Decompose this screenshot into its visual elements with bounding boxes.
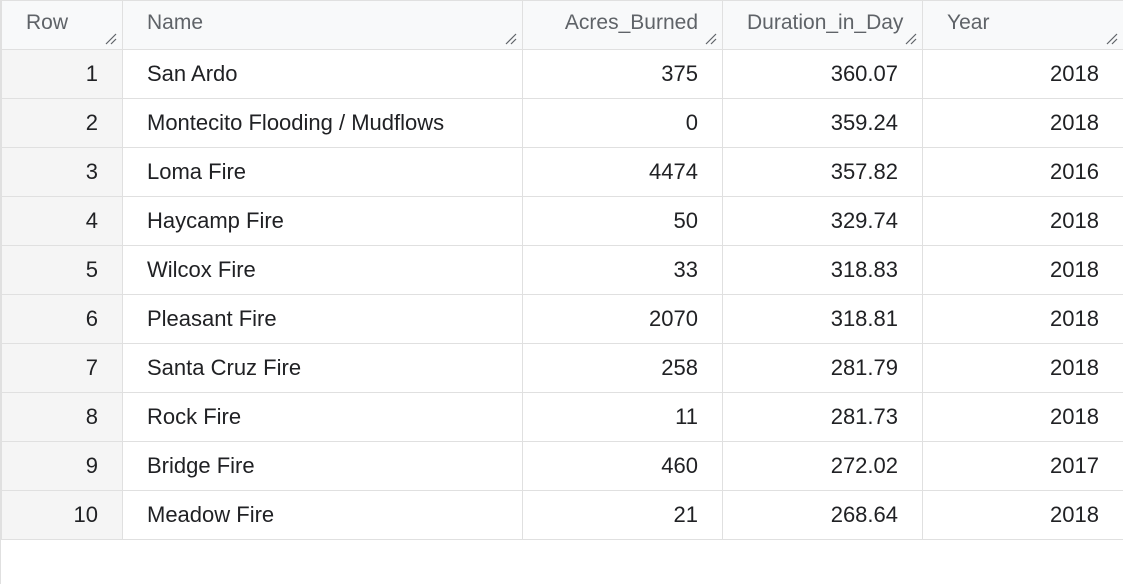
row-number-cell: 2 [1,98,123,148]
duration-cell[interactable]: 318.81 [722,294,923,344]
year-cell[interactable]: 2018 [922,294,1123,344]
table-row[interactable]: 9 Bridge Fire 460 272.02 2017 [1,441,1123,491]
year-cell[interactable]: 2018 [922,490,1123,540]
row-number-cell: 5 [1,245,123,295]
results-table-header: Row Name Acres_Burned Duration_in_Day Ye… [1,0,1123,50]
name-cell[interactable]: Bridge Fire [122,441,523,491]
acres-burned-cell[interactable]: 33 [522,245,723,295]
column-resize-grip-icon[interactable] [505,33,517,45]
column-header-acres-burned[interactable]: Acres_Burned [522,0,723,50]
column-header-label: Name [147,11,204,34]
header-row: Row Name Acres_Burned Duration_in_Day Ye… [1,0,1123,50]
table-row[interactable]: 6 Pleasant Fire 2070 318.81 2018 [1,294,1123,344]
duration-cell[interactable]: 272.02 [722,441,923,491]
table-row[interactable]: 2 Montecito Flooding / Mudflows 0 359.24… [1,98,1123,148]
name-cell[interactable]: Montecito Flooding / Mudflows [122,98,523,148]
acres-burned-cell[interactable]: 2070 [522,294,723,344]
duration-cell[interactable]: 318.83 [722,245,923,295]
table-row[interactable]: 1 San Ardo 375 360.07 2018 [1,49,1123,99]
duration-cell[interactable]: 281.73 [722,392,923,442]
year-cell[interactable]: 2018 [922,49,1123,99]
year-cell[interactable]: 2018 [922,196,1123,246]
name-cell[interactable]: Loma Fire [122,147,523,197]
year-cell[interactable]: 2018 [922,245,1123,295]
duration-cell[interactable]: 357.82 [722,147,923,197]
row-number-cell: 9 [1,441,123,491]
acres-burned-cell[interactable]: 11 [522,392,723,442]
row-number-cell: 3 [1,147,123,197]
column-resize-grip-icon[interactable] [1106,33,1118,45]
table-row[interactable]: 8 Rock Fire 11 281.73 2018 [1,392,1123,442]
acres-burned-cell[interactable]: 50 [522,196,723,246]
duration-cell[interactable]: 281.79 [722,343,923,393]
year-cell[interactable]: 2018 [922,392,1123,442]
table-row[interactable]: 3 Loma Fire 4474 357.82 2016 [1,147,1123,197]
acres-burned-cell[interactable]: 21 [522,490,723,540]
name-cell[interactable]: Haycamp Fire [122,196,523,246]
column-header-year[interactable]: Year [922,0,1123,50]
duration-cell[interactable]: 268.64 [722,490,923,540]
name-cell[interactable]: Santa Cruz Fire [122,343,523,393]
column-header-label: Year [947,11,990,34]
row-number-cell: 6 [1,294,123,344]
results-table: Row Name Acres_Burned Duration_in_Day Ye… [1,0,1123,540]
column-resize-grip-icon[interactable] [105,33,117,45]
table-row[interactable]: 10 Meadow Fire 21 268.64 2018 [1,490,1123,540]
name-cell[interactable]: San Ardo [122,49,523,99]
name-cell[interactable]: Wilcox Fire [122,245,523,295]
year-cell[interactable]: 2018 [922,343,1123,393]
acres-burned-cell[interactable]: 0 [522,98,723,148]
table-row[interactable]: 4 Haycamp Fire 50 329.74 2018 [1,196,1123,246]
row-number-cell: 7 [1,343,123,393]
row-number-cell: 1 [1,49,123,99]
name-cell[interactable]: Meadow Fire [122,490,523,540]
table-row[interactable]: 5 Wilcox Fire 33 318.83 2018 [1,245,1123,295]
column-header-label: Duration_in_Day [747,11,904,34]
column-header-duration-in-day[interactable]: Duration_in_Day [722,0,923,50]
row-number-cell: 4 [1,196,123,246]
duration-cell[interactable]: 360.07 [722,49,923,99]
column-header-name[interactable]: Name [122,0,523,50]
row-number-cell: 8 [1,392,123,442]
duration-cell[interactable]: 359.24 [722,98,923,148]
acres-burned-cell[interactable]: 375 [522,49,723,99]
row-number-cell: 10 [1,490,123,540]
results-table-body: 1 San Ardo 375 360.07 2018 2 Montecito F… [1,49,1123,540]
acres-burned-cell[interactable]: 460 [522,441,723,491]
name-cell[interactable]: Rock Fire [122,392,523,442]
column-resize-grip-icon[interactable] [705,33,717,45]
acres-burned-cell[interactable]: 4474 [522,147,723,197]
column-header-row[interactable]: Row [1,0,123,50]
year-cell[interactable]: 2016 [922,147,1123,197]
year-cell[interactable]: 2017 [922,441,1123,491]
column-header-label: Acres_Burned [564,11,698,34]
acres-burned-cell[interactable]: 258 [522,343,723,393]
duration-cell[interactable]: 329.74 [722,196,923,246]
name-cell[interactable]: Pleasant Fire [122,294,523,344]
column-resize-grip-icon[interactable] [905,33,917,45]
year-cell[interactable]: 2018 [922,98,1123,148]
column-header-label: Row [26,11,69,34]
table-row[interactable]: 7 Santa Cruz Fire 258 281.79 2018 [1,343,1123,393]
